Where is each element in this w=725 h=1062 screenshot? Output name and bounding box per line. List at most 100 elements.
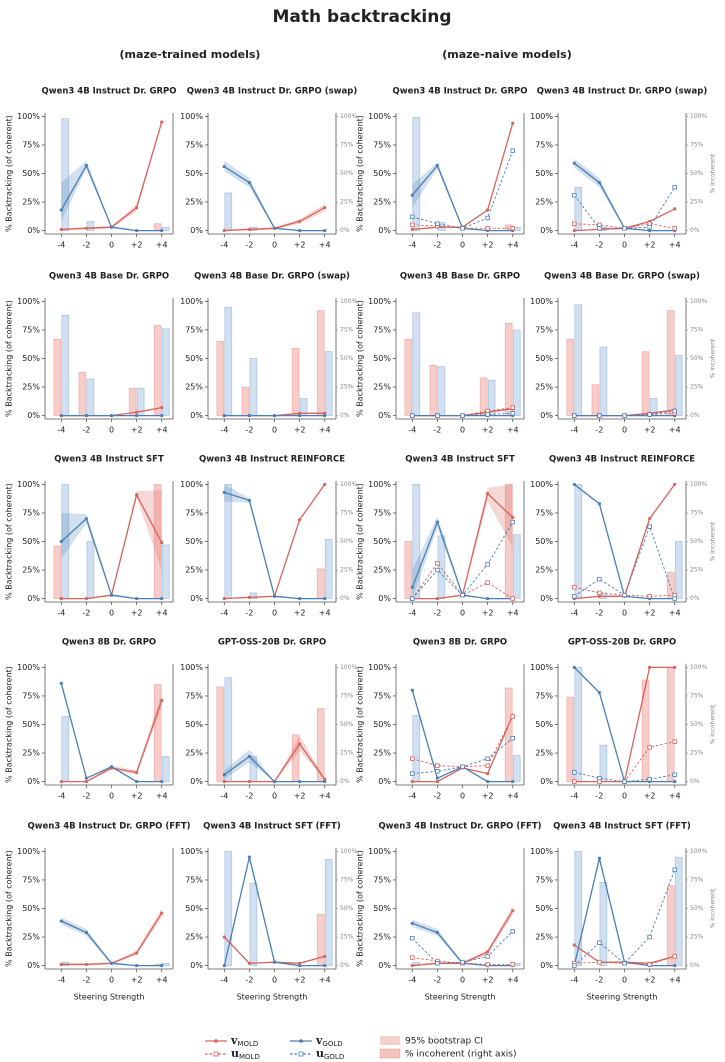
y-tick-label: 50% (185, 720, 203, 729)
series-marker (510, 226, 515, 231)
series-marker (622, 592, 627, 598)
y2-tick-label: 25% (690, 567, 704, 574)
series-marker (84, 779, 89, 784)
series-marker (510, 405, 515, 410)
incoherent-bar (324, 538, 333, 599)
legend-subscript: MOLD (237, 1040, 258, 1048)
legend-marker (213, 1051, 219, 1057)
series-marker (435, 776, 440, 780)
series-marker (59, 962, 63, 967)
incoherent-bar (224, 192, 233, 231)
series-marker (486, 950, 490, 954)
legend-subscript: MOLD (239, 1053, 260, 1061)
x-tick-label: +4 (319, 609, 331, 618)
series-marker (597, 594, 602, 598)
x-tick-label: 0 (460, 792, 465, 801)
x-tick-label: +4 (156, 426, 168, 435)
panel-title: Qwen3 4B Instruct SFT (54, 455, 164, 465)
y-tick-label: 0% (190, 411, 203, 420)
series-marker (485, 412, 490, 417)
series-marker (135, 206, 139, 210)
y2-tick-label: 75% (690, 509, 704, 516)
incoherent-bar (128, 387, 137, 416)
y2-tick-label: 100% (690, 664, 707, 671)
series-line (223, 856, 325, 967)
series-marker (485, 226, 490, 231)
incoherent-bar (504, 687, 513, 782)
incoherent-bar (599, 346, 608, 416)
series-marker (410, 955, 415, 960)
series-marker (160, 698, 164, 703)
series-marker (59, 919, 63, 923)
x-tick-label: -4 (570, 792, 578, 801)
series-marker (323, 206, 327, 210)
x-tick-label: +2 (482, 241, 494, 250)
legend-marker (298, 1051, 304, 1057)
panel-title: Qwen3 4B Instruct SFT (405, 455, 515, 465)
series-line (411, 520, 513, 600)
y-tick-label: 0% (27, 594, 40, 603)
y-tick-label: 0% (540, 226, 553, 235)
x-tick-label: +4 (669, 241, 681, 250)
y-tick-label: 25% (185, 933, 203, 942)
x-tick-label: +2 (131, 976, 143, 985)
series-marker (160, 779, 164, 784)
series-marker (410, 771, 415, 776)
x-tick-label: +2 (644, 426, 656, 435)
x-tick-label: -2 (595, 976, 603, 985)
y-tick-label: 75% (22, 691, 40, 700)
series-marker (247, 754, 252, 759)
legend-symbol: v (230, 1034, 238, 1047)
y-tick-label: 25% (185, 749, 203, 758)
y-axis-label: % Backtracking (of coherent) (356, 850, 365, 967)
y-tick-label: 50% (535, 169, 553, 178)
incoherent-bar (153, 325, 162, 416)
series-line (574, 666, 675, 783)
y-tick-label: 50% (373, 537, 391, 546)
series-marker (247, 413, 252, 418)
y-tick-label: 50% (373, 720, 391, 729)
series-marker (247, 855, 252, 859)
incoherent-bar (216, 341, 225, 416)
series-marker (572, 221, 577, 226)
y-tick-label: 100% (368, 112, 391, 121)
series-line (574, 484, 676, 600)
y-tick-label: 25% (535, 198, 553, 207)
legend-label: uMOLD (231, 1047, 260, 1061)
series-marker (572, 943, 576, 947)
series-marker (597, 590, 602, 596)
series-marker (647, 934, 652, 940)
series-marker (485, 562, 490, 567)
y-tick-label: 0% (378, 411, 391, 420)
x-tick-label: -2 (245, 241, 253, 250)
y-tick-label: 100% (17, 297, 40, 306)
panel-title: Qwen3 4B Instruct Dr. GRPO (swap) (187, 87, 358, 97)
y2-tick-label: 25% (340, 384, 354, 391)
y-axis-label: % Backtracking (of coherent) (5, 483, 14, 600)
ci-band (412, 484, 513, 599)
panel-title: Qwen3 4B Instruct SFT (FFT) (203, 822, 341, 832)
panel-title: Qwen3 4B Base Dr. GRPO (400, 272, 520, 282)
series-marker (160, 911, 164, 915)
incoherent-bar (316, 310, 325, 416)
series-line (574, 525, 676, 599)
series-marker (485, 756, 490, 761)
series-marker (435, 221, 440, 226)
y2-tick-label: 100% (690, 481, 707, 488)
y2-tick-label: 25% (690, 384, 704, 391)
series-marker (247, 227, 252, 232)
incoherent-bar (674, 856, 683, 966)
x-tick-label: +2 (294, 609, 306, 618)
y-tick-label: 50% (535, 354, 553, 363)
y-tick-label: 0% (190, 226, 203, 235)
incoherent-bar (86, 541, 95, 599)
y-tick-label: 50% (185, 904, 203, 913)
series-marker (222, 490, 226, 495)
series-marker (486, 596, 490, 601)
series-marker (272, 413, 277, 418)
panel-title: Qwen3 4B Instruct REINFORCE (199, 455, 345, 465)
y2-tick-label: 0% (340, 412, 350, 419)
series-marker (298, 963, 302, 968)
x-tick-label: +4 (156, 609, 168, 618)
